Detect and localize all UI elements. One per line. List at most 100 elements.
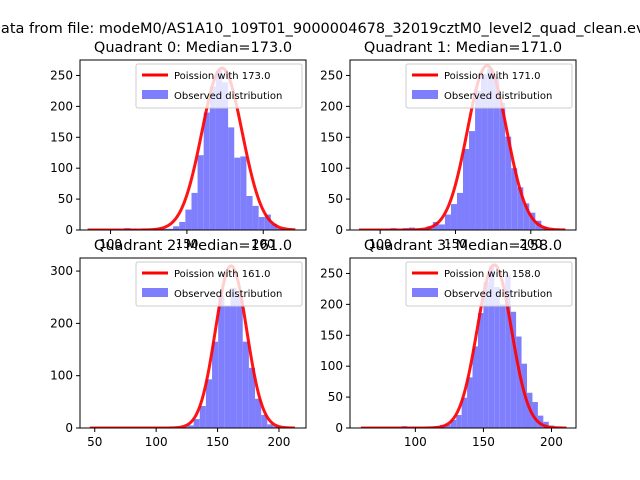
histogram-bar	[499, 304, 506, 428]
histogram-bar	[205, 379, 213, 428]
legend-bars-label: Observed distribution	[174, 289, 282, 300]
histogram-bar	[261, 414, 268, 428]
legend-box	[135, 261, 303, 307]
legend-curve-label: Poission with 171.0	[444, 71, 540, 82]
histogram-bar	[493, 77, 500, 230]
histogram-bar	[511, 168, 518, 230]
quadrant-0-plot-area	[86, 66, 297, 230]
y-tick-label: 200	[320, 297, 343, 311]
quadrant-0-title: Quadrant 0: Median=173.0	[94, 40, 292, 56]
histogram-bar	[456, 192, 463, 230]
y-tick-label: 0	[65, 223, 73, 237]
histogram-bar	[481, 74, 488, 230]
figure-suptitle: Data from file: modeM0/AS1A10_109T01_900…	[0, 21, 640, 37]
histogram-bar	[488, 266, 495, 428]
quadrant-3-title: Quadrant 3: Median=158.0	[364, 238, 562, 254]
legend-box	[405, 63, 573, 109]
y-tick-label: 250	[320, 68, 343, 82]
quadrant-1-axes-frame	[349, 59, 577, 231]
histogram-bar	[505, 136, 512, 230]
poisson-curve	[358, 64, 567, 230]
quadrant-1-title: Quadrant 1: Median=171.0	[364, 40, 562, 56]
histogram-bar	[236, 295, 243, 428]
histogram-bar	[516, 336, 522, 428]
quadrant-0-panel: 100 150 200 0 50 100 150 200 250 Quadrant 0: Medi…	[50, 40, 307, 251]
quadrant-0-axes-frame	[79, 59, 307, 231]
x-tick-label: 150	[206, 435, 229, 449]
x-tick-label: 100	[145, 435, 168, 449]
x-tick-label: 100	[369, 237, 392, 251]
histogram-bar	[234, 157, 241, 230]
histogram-bar	[483, 282, 489, 428]
y-tick-label: 200	[50, 316, 73, 330]
histogram-bar	[270, 223, 277, 230]
histogram-bar	[463, 149, 470, 230]
y-tick-label: 200	[50, 99, 73, 113]
quadrant-1-plot-area	[358, 64, 567, 230]
histogram-bar	[230, 287, 237, 428]
histogram-bar	[499, 102, 506, 230]
quadrant-3-plot-area	[360, 263, 568, 428]
histogram-bar	[179, 221, 186, 230]
histogram-bar	[258, 217, 265, 230]
histogram-bar	[173, 226, 180, 230]
legend-bars-label: Observed distribution	[444, 289, 552, 300]
histogram-bar	[445, 424, 451, 428]
histogram-bar	[242, 341, 249, 428]
quadrant-2-plot-area	[88, 264, 296, 428]
quadrant-3-axes-frame	[349, 257, 577, 429]
histogram-bar	[218, 295, 225, 428]
histogram-bar	[267, 424, 274, 428]
histogram-bar	[240, 156, 247, 230]
y-tick-label: 250	[320, 266, 343, 280]
quadrant-3-panel: 100 150 200 0 50 100 150 200 250 Quadrant 3: Medi…	[320, 238, 577, 449]
histogram-bar	[160, 228, 168, 230]
quadrant-2-panel: 50 100 150 200 0 100 200 300 Quadrant 2: Median=…	[50, 238, 307, 449]
histogram-bar	[438, 224, 445, 230]
histogram-bar	[469, 131, 476, 230]
x-tick-label: 200	[519, 237, 542, 251]
poisson-curve	[88, 264, 296, 428]
legend-bars-swatch	[412, 90, 438, 99]
legend-bars-swatch	[412, 288, 438, 297]
histogram-bar	[248, 367, 256, 428]
legend-box	[405, 261, 573, 307]
histogram-bar	[467, 377, 473, 428]
histogram-bar	[264, 214, 271, 230]
histogram-bar	[450, 204, 457, 230]
histogram-bar	[255, 398, 262, 428]
quadrant-2-axes-frame	[79, 257, 307, 429]
histogram-bar	[199, 406, 206, 428]
y-tick-label: 250	[50, 68, 73, 82]
x-tick-label: 50	[87, 435, 102, 449]
histogram-bar	[193, 419, 200, 428]
histogram-bar	[185, 209, 192, 230]
histogram-bar	[537, 415, 544, 428]
histogram-bar	[461, 397, 468, 428]
histogram-bar	[475, 90, 482, 230]
histogram-bar	[477, 313, 484, 428]
histogram-bar	[456, 415, 462, 428]
legend-bars-label: Observed distribution	[444, 91, 552, 102]
histogram-bar	[187, 425, 194, 428]
legend-curve-label: Poission with 173.0	[174, 71, 270, 82]
legend-bars-label: Observed distribution	[174, 91, 282, 102]
histogram-bar	[224, 305, 231, 428]
x-tick-label: 150	[472, 435, 495, 449]
legend-curve-label: Poission with 158.0	[444, 269, 540, 280]
histogram-bar	[246, 196, 253, 230]
quadrant-2-title: Quadrant 2: Median=161.0	[94, 238, 292, 254]
poisson-curve	[360, 263, 568, 428]
y-tick-label: 100	[320, 161, 343, 175]
histogram-bar	[523, 203, 530, 230]
y-tick-label: 50	[328, 390, 343, 404]
x-tick-label: 100	[99, 237, 122, 251]
quadrant-1-panel: 100 150 200 0 50 100 150 200 250 Quadrant 1: Medi…	[320, 40, 577, 251]
quadrant-0-legend: Poission with 173.0 Observed distribution	[135, 63, 303, 109]
x-tick-label: 200	[268, 435, 291, 449]
y-tick-label: 300	[50, 264, 73, 278]
legend-box	[135, 63, 303, 109]
x-tick-label: 200	[540, 435, 563, 449]
histogram-bar	[444, 214, 451, 230]
